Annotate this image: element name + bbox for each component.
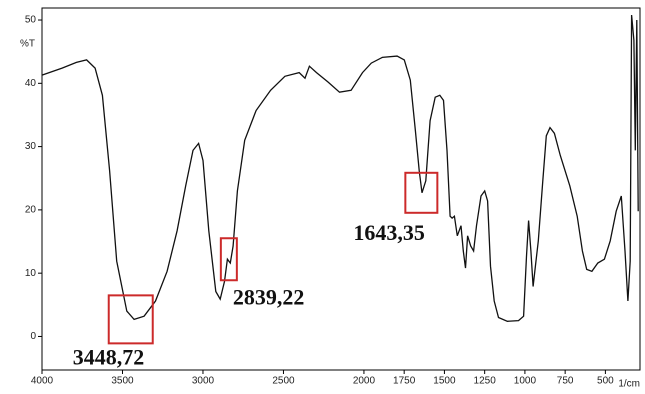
annotation-label: 3448,72 (73, 344, 145, 369)
annotation-box (107, 294, 154, 345)
plot-frame (41, 7, 641, 371)
x-tick-label: 1000 (514, 376, 537, 387)
y-tick-label: 20 (25, 205, 37, 216)
y-axis-label: %T (20, 39, 35, 50)
x-tick-label: 2000 (353, 376, 376, 387)
annotation-box (219, 237, 238, 282)
x-axis-label: 1/cm (618, 379, 640, 390)
x-tick-label: 1750 (393, 376, 416, 387)
annotation-box (404, 171, 439, 214)
spectrum-line (41, 14, 639, 322)
x-tick-label: 4000 (31, 376, 54, 387)
x-tick-label: 2500 (272, 376, 295, 387)
y-tick-label: 40 (25, 78, 37, 89)
y-tick-label: 30 (25, 141, 37, 152)
x-tick-label: 3500 (111, 376, 134, 387)
annotation-label: 1643,35 (353, 220, 425, 245)
x-tick-label: 1250 (474, 376, 497, 387)
x-tick-label: 1500 (433, 376, 456, 387)
y-tick-label: 10 (25, 268, 37, 279)
y-tick-label: 50 (25, 15, 37, 26)
x-tick-label: 750 (557, 376, 574, 387)
y-tick-label: 0 (30, 331, 36, 342)
x-tick-label: 3000 (192, 376, 215, 387)
annotation-label: 2839,22 (233, 284, 305, 309)
x-tick-label: 500 (597, 376, 614, 387)
